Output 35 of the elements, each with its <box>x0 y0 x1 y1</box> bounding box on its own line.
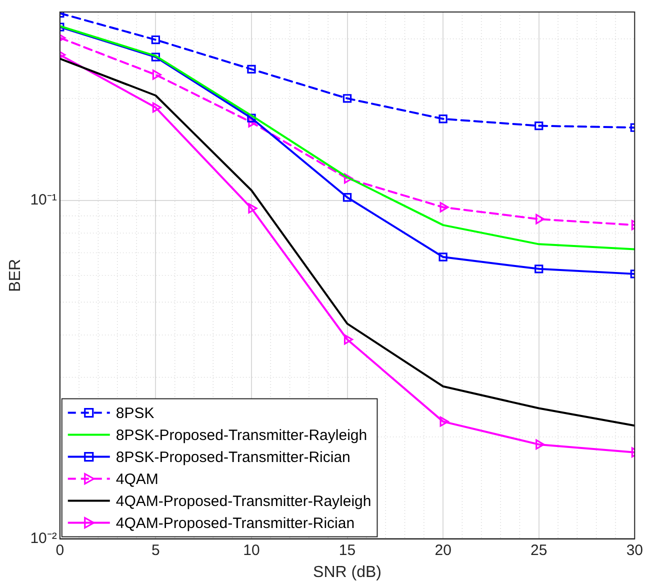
point <box>151 35 160 44</box>
x-tick-label: 25 <box>530 542 548 559</box>
x-axis-title: SNR (dB) <box>313 564 382 581</box>
point <box>247 114 256 122</box>
point <box>440 202 449 212</box>
legend-label: 4QAM <box>116 470 158 488</box>
point <box>248 117 258 128</box>
point <box>534 121 544 130</box>
y-tick-label: 10⁻² <box>30 530 57 547</box>
point <box>247 64 256 74</box>
point <box>438 252 448 262</box>
point <box>344 334 354 345</box>
legend-label: 4QAM-Proposed-Transmitter-Rician <box>116 514 355 532</box>
point <box>152 70 162 80</box>
x-tick-label: 5 <box>152 542 160 559</box>
y-tick-label: 10⁻¹ <box>30 191 57 208</box>
y-axis-title: BER <box>7 258 24 292</box>
point <box>438 114 448 124</box>
legend-label: 4QAM-Proposed-Transmitter-Rayleigh <box>116 492 372 510</box>
point <box>440 416 449 427</box>
point <box>344 173 354 184</box>
x-tick-label: 30 <box>626 542 643 559</box>
legend-label: 8PSK <box>116 404 154 422</box>
x-tick-label: 0 <box>56 542 64 559</box>
x-tick-label: 20 <box>434 542 452 559</box>
x-tick-label: 10 <box>243 542 260 559</box>
point <box>342 193 352 202</box>
point <box>152 102 162 113</box>
point <box>248 203 258 214</box>
point <box>534 264 544 274</box>
x-tick-label: 15 <box>338 542 356 559</box>
legend-label: 8PSK-Proposed-Transmitter-Rician <box>116 448 350 466</box>
point <box>151 52 160 62</box>
legend-label: 8PSK-Proposed-Transmitter-Rayleigh <box>116 426 368 444</box>
point <box>342 94 352 103</box>
